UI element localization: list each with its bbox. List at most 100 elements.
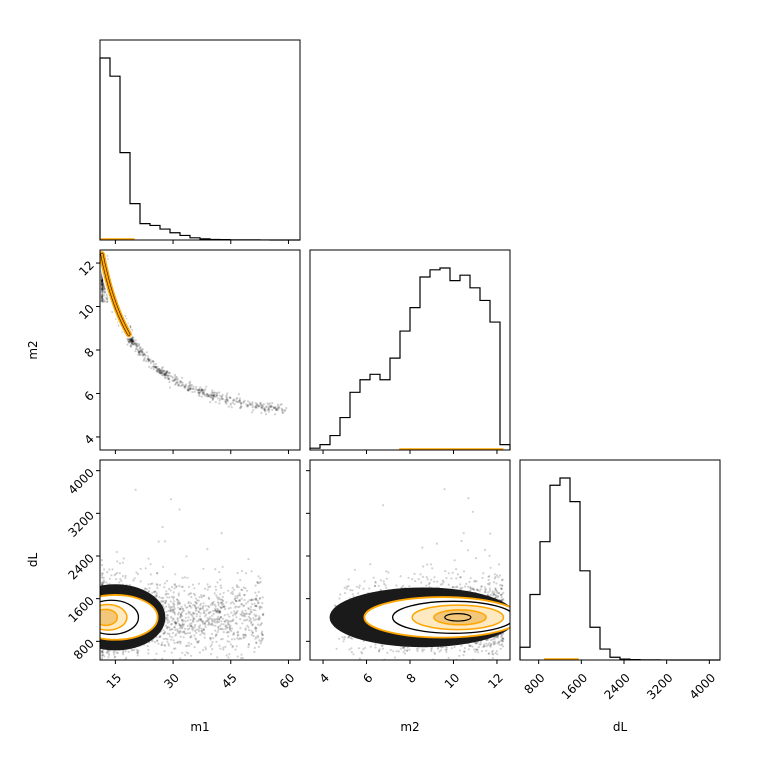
scatter-point xyxy=(387,571,389,573)
scatter-point xyxy=(149,587,151,589)
scatter-point xyxy=(224,608,226,610)
y-tick-label: 3200 xyxy=(65,508,96,539)
scatter-point xyxy=(239,606,241,608)
scatter-point xyxy=(166,627,168,629)
scatter-point xyxy=(170,628,172,630)
scatter-point xyxy=(258,615,260,617)
y-tick-label: 800 xyxy=(71,636,97,662)
scatter-point xyxy=(488,555,490,557)
scatter-point xyxy=(231,601,233,603)
scatter-point xyxy=(207,583,209,585)
scatter-point xyxy=(238,594,240,596)
scatter-point xyxy=(168,596,170,598)
scatter-point xyxy=(220,620,222,622)
scatter-point xyxy=(150,367,152,369)
scatter-point xyxy=(348,578,350,580)
scatter-point xyxy=(344,592,346,594)
scatter-point xyxy=(436,543,438,545)
scatter-point xyxy=(382,504,384,506)
scatter-point xyxy=(214,625,216,627)
scatter-point xyxy=(231,638,233,640)
scatter-point xyxy=(460,576,462,578)
scatter-point xyxy=(101,564,103,566)
scatter-point xyxy=(126,344,128,346)
scatter-point xyxy=(260,581,262,583)
scatter-point xyxy=(217,629,219,631)
scatter-point xyxy=(177,620,179,622)
scatter-point xyxy=(167,614,169,616)
scatter-point xyxy=(271,409,273,411)
scatter-point xyxy=(183,636,185,638)
scatter-point xyxy=(184,604,186,606)
scatter-point xyxy=(226,632,228,634)
scatter-point xyxy=(159,584,161,586)
scatter-point xyxy=(251,624,253,626)
scatter-point xyxy=(168,378,170,380)
scatter-point xyxy=(194,388,196,390)
scatter-point xyxy=(420,581,422,583)
scatter-point xyxy=(216,608,218,610)
scatter-point xyxy=(249,617,251,619)
scatter-point xyxy=(218,645,220,647)
scatter-point xyxy=(106,571,108,573)
scatter-point xyxy=(362,588,364,590)
scatter-point xyxy=(135,489,137,491)
scatter-point xyxy=(103,689,105,691)
scatter-point xyxy=(228,661,230,663)
scatter-point xyxy=(498,643,500,645)
scatter-point xyxy=(128,341,130,343)
scatter-point xyxy=(185,620,187,622)
scatter-point xyxy=(224,646,226,648)
scatter-point xyxy=(373,577,375,579)
scatter-point xyxy=(254,647,256,649)
scatter-point xyxy=(245,613,247,615)
scatter-point xyxy=(463,691,465,693)
scatter-point xyxy=(165,611,167,613)
scatter-point xyxy=(185,633,187,635)
scatter-point xyxy=(198,600,200,602)
x-tick-label: 30 xyxy=(161,671,182,692)
scatter-point xyxy=(210,653,212,655)
scatter-point xyxy=(196,613,198,615)
scatter-point xyxy=(102,654,104,656)
scatter-point xyxy=(445,577,447,579)
scatter-point xyxy=(113,651,115,653)
scatter-point xyxy=(171,619,173,621)
scatter-point xyxy=(241,622,243,624)
scatter-point xyxy=(148,366,150,368)
scatter-point xyxy=(194,626,196,628)
scatter-point xyxy=(102,649,104,651)
scatter-point xyxy=(254,603,256,605)
scatter-point xyxy=(259,404,261,406)
scatter-point xyxy=(177,607,179,609)
scatter-point xyxy=(245,603,247,605)
scatter-point xyxy=(493,593,495,595)
scatter-point xyxy=(111,568,113,570)
scatter-point xyxy=(153,368,155,370)
scatter-point xyxy=(134,350,136,352)
scatter-point xyxy=(110,574,112,576)
scatter-point xyxy=(193,662,195,664)
scatter-point xyxy=(222,618,224,620)
scatter-point xyxy=(374,581,376,583)
scatter-point xyxy=(259,608,261,610)
scatter-point xyxy=(179,608,181,610)
scatter-point xyxy=(190,643,192,645)
scatter-point xyxy=(125,657,127,659)
scatter-point xyxy=(180,614,182,616)
scatter-point xyxy=(178,594,180,596)
scatter-point xyxy=(210,638,212,640)
scatter-point xyxy=(190,592,192,594)
scatter-point xyxy=(101,662,103,664)
scatter-point xyxy=(132,340,134,342)
scatter-point xyxy=(281,403,283,405)
scatter-point xyxy=(170,610,172,612)
scatter-point xyxy=(233,638,235,640)
scatter-point xyxy=(212,397,214,399)
scatter-point xyxy=(116,551,118,553)
x-tick-label: 15 xyxy=(104,671,125,692)
scatter-point xyxy=(164,540,166,542)
scatter-point xyxy=(137,654,139,656)
scatter-point xyxy=(173,639,175,641)
